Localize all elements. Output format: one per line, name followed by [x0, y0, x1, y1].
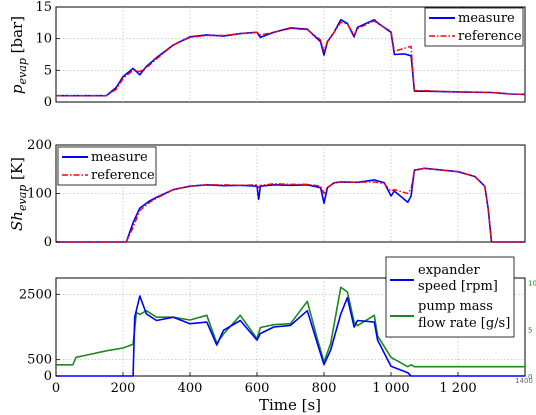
- y-tick-label-1-3: 15: [35, 0, 52, 15]
- legend-3-line3: pump mass: [418, 299, 493, 314]
- x-tick-label-5: 1 000: [372, 381, 409, 396]
- y-axis-label-2: Shevap [K]: [8, 157, 29, 231]
- x-tick-label-1: 200: [111, 381, 136, 396]
- legend-1-measure: measure: [458, 11, 515, 26]
- legend-1: measure reference: [424, 7, 524, 47]
- y2-ticks-3: 0 5 10: [528, 280, 536, 381]
- x-tick-label-3: 600: [245, 381, 270, 396]
- x-axis-label: Time [s]: [259, 396, 321, 414]
- y-ticks-2: 0 100 200: [27, 138, 60, 250]
- y-tick-label-3-2: 2500: [19, 287, 52, 302]
- x-tick-label-2: 400: [178, 381, 203, 396]
- series-1-1-line: [56, 20, 526, 97]
- series-3-0-line: [56, 295, 525, 377]
- x-tick-label-4: 800: [312, 381, 337, 396]
- series-3: [56, 286, 525, 377]
- x-tick-label-6: 1 200: [439, 381, 476, 396]
- panel-superheat: 0 100 200 Shevap [K] measure reference: [8, 138, 526, 250]
- y-tick-label-2-2: 200: [27, 138, 52, 153]
- y-tick-label-1-1: 5: [44, 63, 52, 78]
- y-ticks-1: 0 5 10 15: [35, 0, 60, 110]
- x-ticks-3: 0 200 400 600 800 1 000 1 200: [52, 372, 477, 396]
- y2-tick-label-2: 10: [528, 280, 536, 288]
- legend-1-reference: reference: [458, 29, 522, 44]
- legend-2-measure: measure: [91, 150, 148, 165]
- legend-2-reference: reference: [91, 168, 155, 183]
- x-tick-label-0: 0: [52, 381, 60, 396]
- y-tick-label-2-1: 100: [27, 187, 52, 202]
- y2-tick-label-0: 0: [528, 373, 532, 381]
- legend-3: expander speed [rpm] pump mass flow rate…: [385, 256, 515, 338]
- legend-3-line4: flow rate [g/s]: [418, 316, 510, 331]
- y2-tick-label-1: 5: [528, 326, 532, 334]
- y-tick-label-3-1: 500: [27, 353, 52, 368]
- y-tick-label-2-0: 0: [44, 235, 52, 250]
- y-tick-label-3-0: 0: [44, 369, 52, 384]
- legend-2: measure reference: [57, 146, 157, 186]
- x-tick-extra: 1400: [515, 377, 533, 385]
- series-1: [56, 18, 526, 97]
- series-2: [56, 167, 525, 243]
- legend-3-line2: speed [rpm]: [418, 279, 498, 294]
- series-2-1-line: [56, 167, 525, 243]
- legend-3-line1: expander: [418, 263, 480, 278]
- panel-pressure: 0 5 10 15 pevap [bar] measure reference: [8, 0, 526, 110]
- series-1-0-line: [56, 18, 526, 97]
- y-tick-label-1-0: 0: [44, 95, 52, 110]
- series-2-0-line: [56, 167, 525, 243]
- y-tick-label-1-2: 10: [35, 32, 52, 47]
- y-axis-label-1: pevap [bar]: [8, 16, 29, 94]
- grid-2: [56, 145, 525, 242]
